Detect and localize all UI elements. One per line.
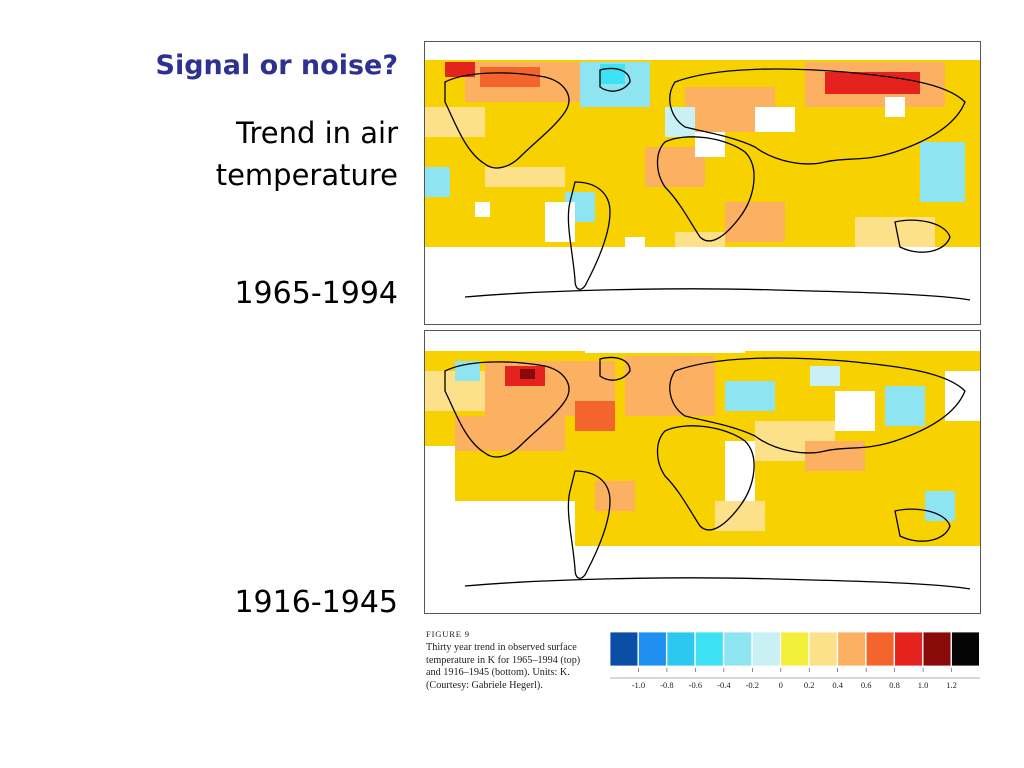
legend-tick-label: 0.8 [889, 680, 900, 690]
legend-tick-label: 0.6 [861, 680, 872, 690]
slide-title: Signal or noise? [155, 50, 398, 81]
map-period-label-bottom: 1916-1945 [234, 585, 398, 620]
temperature-trend-map-bottom [424, 330, 981, 614]
legend-swatch [610, 632, 639, 667]
map-top-svg [425, 42, 980, 324]
legend-swatch [638, 632, 667, 667]
legend-tick-label: 0 [779, 680, 783, 690]
legend-tick-label: -0.6 [689, 680, 702, 690]
legend-swatch [666, 632, 696, 667]
legend-swatch [837, 632, 866, 667]
legend-tick-label: -0.8 [660, 680, 673, 690]
figure-caption: FIGURE 9 Thirty year trend in observed s… [426, 628, 596, 692]
legend-tick-label: 0.2 [804, 680, 815, 690]
legend-tick-label: 1.2 [946, 680, 957, 690]
slide-subtitle: Trend in air temperature [215, 116, 398, 192]
legend-swatch [780, 632, 810, 667]
legend-swatch [894, 632, 923, 667]
legend-swatch [865, 632, 895, 667]
legend-swatch [951, 632, 980, 667]
map-bottom-svg [425, 331, 980, 613]
legend-swatch [694, 632, 724, 667]
legend-tick-label: -0.4 [717, 680, 731, 690]
color-scale-legend: -1.0 -0.8 -0.6 -0.4 -0.2 0 0.2 0.4 0.6 0.8 1.0 1.2 [610, 632, 980, 690]
legend-swatch [751, 632, 781, 667]
legend-swatch [922, 632, 952, 667]
figure-label: FIGURE 9 [426, 629, 470, 639]
legend-tick-label: 0.4 [832, 680, 843, 690]
temperature-trend-map-top [424, 41, 981, 325]
figure-caption-text: Thirty year trend in observed surface te… [426, 642, 581, 691]
legend-swatch [723, 632, 753, 667]
map-period-label-top: 1965-1994 [234, 276, 398, 311]
legend-swatch [808, 632, 838, 667]
legend-tick-label: 1.0 [918, 680, 929, 690]
legend-tick-label: -1.0 [632, 680, 645, 690]
legend-tick-label: -0.2 [746, 680, 759, 690]
